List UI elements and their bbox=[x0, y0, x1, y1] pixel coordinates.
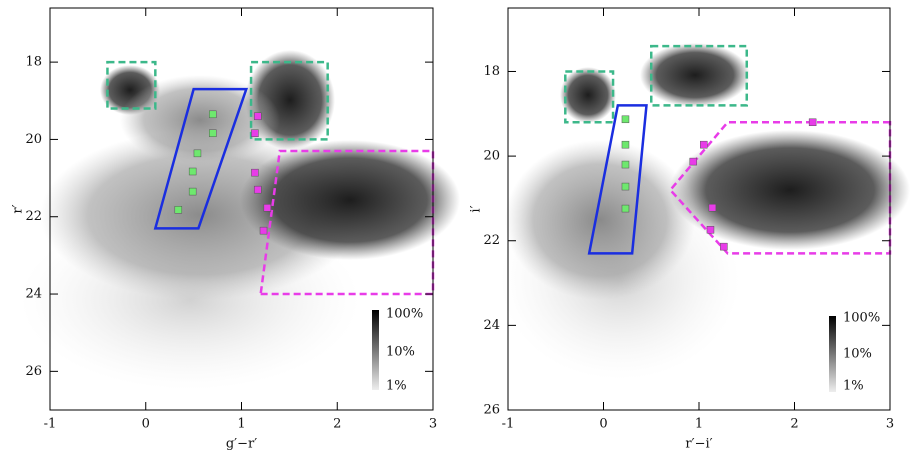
marker bbox=[621, 115, 630, 124]
y-tick-label: 26 bbox=[25, 364, 42, 379]
x-tick-label: 0 bbox=[599, 417, 607, 432]
marker bbox=[209, 129, 217, 137]
x-tick-label: 3 bbox=[886, 417, 894, 432]
marker bbox=[193, 149, 202, 158]
colorbar bbox=[372, 310, 379, 390]
selection-region bbox=[153, 87, 249, 230]
marker bbox=[621, 140, 630, 149]
y-tick-label: 24 bbox=[483, 318, 500, 333]
x-axis-label: g′−r′ bbox=[226, 437, 257, 452]
colorbar-label: 1% bbox=[386, 379, 407, 394]
x-tick-label: 0 bbox=[142, 417, 150, 432]
y-tick-label: 18 bbox=[483, 64, 500, 79]
y-tick-label: 26 bbox=[483, 403, 500, 418]
x-tick-label: -1 bbox=[44, 417, 57, 432]
marker bbox=[188, 167, 197, 176]
y-tick-label: 24 bbox=[25, 287, 42, 302]
density-cloud-right bbox=[500, 43, 910, 380]
marker bbox=[621, 204, 630, 213]
y-axis-label: i′ bbox=[469, 205, 484, 212]
x-tick-label: 2 bbox=[790, 417, 798, 432]
y-axis-label: r′ bbox=[11, 204, 26, 213]
colorbar-label: 1% bbox=[843, 379, 864, 394]
y-tick-label: 22 bbox=[25, 209, 42, 224]
colorbar bbox=[829, 316, 836, 392]
marker bbox=[621, 160, 630, 169]
marker bbox=[263, 204, 272, 212]
selection-region bbox=[650, 44, 748, 107]
colorbar-label: 100% bbox=[843, 311, 880, 326]
marker bbox=[259, 226, 268, 235]
y-tick-label: 20 bbox=[483, 149, 500, 164]
marker bbox=[689, 157, 698, 166]
x-tick-label: 3 bbox=[429, 417, 437, 432]
selection-region bbox=[259, 149, 435, 296]
selection-region bbox=[106, 60, 157, 110]
marker bbox=[720, 242, 728, 251]
marker bbox=[209, 110, 217, 119]
y-tick-label: 18 bbox=[25, 55, 42, 70]
marker bbox=[254, 112, 262, 120]
x-axis-label: r′−i′ bbox=[685, 437, 712, 452]
marker bbox=[251, 168, 259, 177]
colorbar-label: 10% bbox=[843, 347, 872, 362]
selection-region bbox=[249, 60, 329, 141]
x-tick-label: -1 bbox=[502, 417, 515, 432]
density-cloud-left bbox=[20, 50, 460, 390]
marker bbox=[708, 203, 717, 212]
marker bbox=[700, 140, 708, 149]
marker bbox=[621, 182, 630, 191]
y-tick-label: 20 bbox=[25, 132, 42, 147]
marker bbox=[251, 129, 259, 137]
y-tick-label: 22 bbox=[483, 233, 500, 248]
x-tick-label: 1 bbox=[695, 417, 703, 432]
marker bbox=[174, 206, 183, 214]
x-tick-label: 2 bbox=[333, 417, 341, 432]
marker bbox=[254, 185, 262, 194]
selection-region bbox=[587, 104, 648, 255]
colorbar-label: 100% bbox=[386, 307, 423, 322]
marker bbox=[706, 225, 715, 234]
colorbar-label: 10% bbox=[386, 345, 415, 360]
x-tick-label: 1 bbox=[237, 417, 245, 432]
marker bbox=[808, 118, 817, 127]
marker bbox=[188, 187, 197, 196]
